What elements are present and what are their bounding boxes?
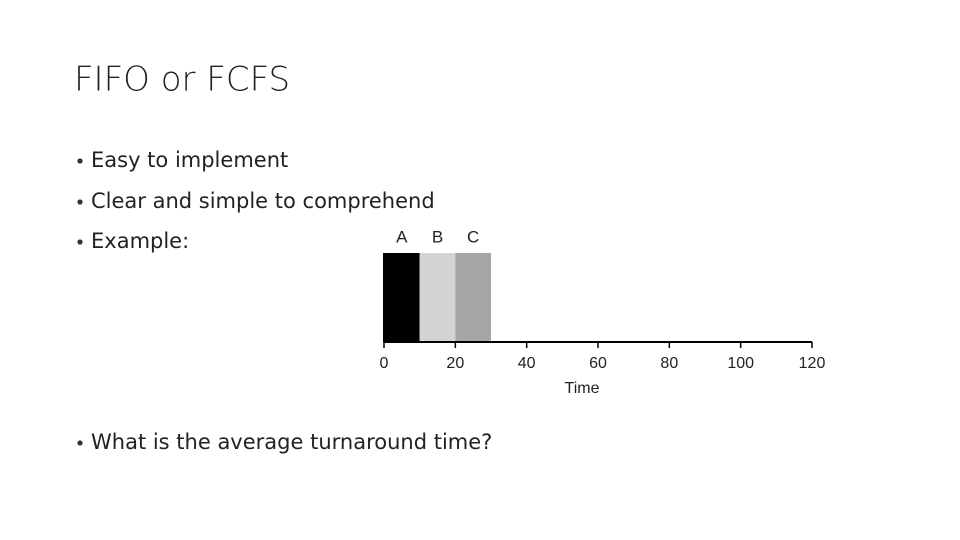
bullet-text: Easy to implement xyxy=(91,148,288,172)
segment-label: B xyxy=(432,227,443,246)
bullet-list: Easy to implement Clear and simple to com… xyxy=(77,148,492,454)
x-tick-label: 20 xyxy=(446,355,464,372)
slide-title: FIFO or FCFS xyxy=(74,60,290,100)
bullet-text: What is the average turnaround time? xyxy=(91,430,492,454)
bullet-dot xyxy=(77,158,83,164)
bullet-text: Clear and simple to comprehend xyxy=(91,189,435,213)
x-axis-label: Time xyxy=(565,380,600,397)
segment-label: A xyxy=(396,227,408,246)
bullet-dot xyxy=(77,199,83,205)
x-tick-label: 0 xyxy=(380,355,389,372)
bar-segment xyxy=(384,253,420,342)
x-tick-label: 120 xyxy=(799,355,826,372)
x-tick-label: 60 xyxy=(589,355,607,372)
bullet-dot xyxy=(77,239,83,245)
x-tick-label: 100 xyxy=(727,355,754,372)
bar-segment xyxy=(419,253,456,342)
bullet-dot xyxy=(77,440,83,446)
bar-segment xyxy=(455,253,491,342)
chart: 0 20 40 60 80 100 120 Time A B C xyxy=(380,227,826,397)
segment-label: C xyxy=(467,227,479,246)
bullet-text: Example: xyxy=(91,229,189,253)
x-tick-label: 40 xyxy=(518,355,536,372)
x-tick-label: 80 xyxy=(660,355,678,372)
